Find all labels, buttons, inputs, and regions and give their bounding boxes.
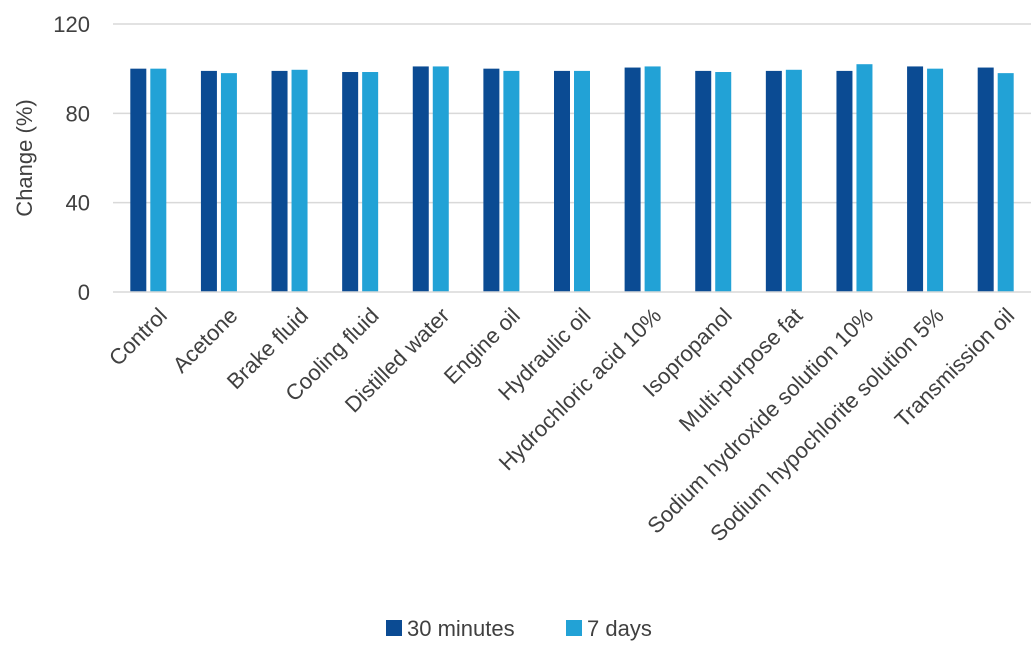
bar-group <box>907 66 944 293</box>
y-tick-label: 120 <box>53 12 90 37</box>
legend-item: 30 minutes <box>386 616 515 641</box>
bar-group <box>977 67 1014 292</box>
y-tick-label: 40 <box>66 191 90 216</box>
bar-group <box>554 70 590 293</box>
bar-group <box>271 69 308 293</box>
bar-group <box>483 68 520 293</box>
y-axis-title: Change (%) <box>12 99 37 216</box>
legend-item: 7 days <box>566 616 652 641</box>
bar <box>554 70 570 293</box>
bar <box>362 72 379 293</box>
bar <box>271 70 288 293</box>
bar <box>907 66 924 292</box>
bar <box>624 67 641 292</box>
legend-label: 30 minutes <box>407 616 515 641</box>
x-tick-label: Transmission oil <box>890 303 1019 432</box>
bar <box>291 69 308 293</box>
bar-group <box>412 66 449 292</box>
legend-swatch <box>566 620 582 636</box>
bar <box>412 66 429 292</box>
bar <box>927 68 944 293</box>
y-tick-label: 80 <box>66 101 90 126</box>
bar-group <box>624 66 661 292</box>
legend-label: 7 days <box>587 616 652 641</box>
bar <box>644 66 661 292</box>
bar <box>574 70 590 293</box>
bar <box>483 68 500 293</box>
bar-group <box>130 68 167 293</box>
bar-group <box>695 70 732 293</box>
bars <box>130 64 1014 293</box>
bar <box>997 73 1014 292</box>
bar <box>836 70 853 293</box>
bar <box>977 67 994 292</box>
bar <box>220 73 237 292</box>
bar <box>856 64 873 292</box>
bar <box>765 70 782 293</box>
bar <box>503 70 520 293</box>
bar-group <box>836 64 873 293</box>
bar <box>150 68 167 293</box>
bar <box>695 70 712 293</box>
bar <box>130 68 147 293</box>
bar-group <box>200 70 237 293</box>
bar <box>432 66 449 292</box>
y-axis-ticks: 0 40 80 120 <box>53 12 90 305</box>
x-tick-label: Multi-purpose fat <box>674 303 808 437</box>
bar <box>342 72 359 293</box>
bar <box>715 72 732 293</box>
gridlines <box>113 23 1031 204</box>
legend: 30 minutes 7 days <box>386 616 652 641</box>
bar-group <box>342 72 379 293</box>
bar-group <box>765 69 802 293</box>
y-tick-label: 0 <box>78 280 90 305</box>
legend-swatch <box>386 620 402 636</box>
x-tick-label: Control <box>104 303 172 371</box>
bar <box>785 69 802 293</box>
bar <box>200 70 217 293</box>
